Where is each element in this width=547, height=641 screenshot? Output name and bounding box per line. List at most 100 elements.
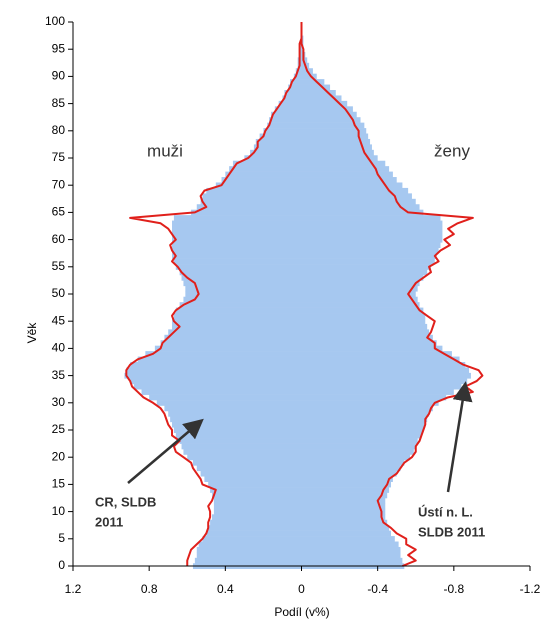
bar [301, 356, 460, 363]
bar [301, 182, 403, 189]
bar [301, 541, 399, 548]
annotation: CR, SLDB [95, 494, 156, 509]
bar [213, 503, 302, 510]
bar [301, 100, 348, 107]
y-tick-label: 55 [52, 259, 66, 273]
bar [204, 476, 302, 482]
bar [301, 465, 401, 472]
bar [208, 525, 302, 531]
y-tick-label: 10 [52, 504, 66, 518]
bar [179, 302, 302, 308]
bar [293, 73, 302, 80]
bar [301, 492, 388, 499]
bar [301, 269, 428, 276]
bar [301, 514, 386, 521]
bar [301, 226, 443, 232]
bar [271, 111, 302, 118]
y-tick-label: 85 [52, 96, 66, 110]
bar [301, 334, 433, 341]
bar [191, 209, 302, 216]
bar [175, 307, 302, 314]
bar [210, 487, 302, 493]
bar [175, 264, 302, 270]
bar [130, 378, 302, 385]
bar [301, 133, 369, 140]
bar [244, 155, 302, 162]
y-tick-label: 90 [52, 69, 66, 83]
bar [196, 465, 302, 472]
y-tick-label: 50 [52, 286, 66, 300]
bar [301, 536, 395, 542]
bar [301, 302, 420, 308]
bar [301, 122, 365, 129]
bar [179, 269, 302, 276]
bar [301, 318, 426, 325]
bar [170, 416, 302, 423]
bar [124, 372, 302, 379]
bar [192, 459, 302, 466]
bar [198, 541, 302, 548]
bar [232, 160, 302, 167]
bar [301, 220, 443, 227]
arrow [446, 381, 473, 493]
y-tick-label: 25 [52, 422, 66, 436]
bar [301, 557, 403, 564]
bar [208, 481, 302, 488]
y-tick-label: 5 [58, 531, 65, 545]
bar [202, 193, 302, 200]
y-tick-label: 70 [52, 177, 66, 191]
bar [221, 177, 302, 183]
bar [172, 220, 302, 227]
bar [301, 525, 390, 531]
bar [301, 280, 420, 287]
bar [210, 519, 302, 526]
bar [301, 508, 386, 515]
x-tick-label: 0.4 [217, 582, 234, 596]
bar [301, 274, 424, 281]
bar [301, 367, 470, 374]
bar [301, 400, 439, 406]
y-tick-label: 20 [52, 449, 66, 463]
bar [154, 345, 302, 352]
bar [137, 356, 302, 363]
arrow [127, 418, 204, 484]
bar [301, 236, 443, 243]
y-tick-label: 80 [52, 123, 66, 137]
x-tick-label: 0 [298, 582, 305, 596]
bar [301, 231, 443, 238]
bar [301, 378, 468, 385]
bar [301, 410, 430, 417]
bar [301, 421, 426, 428]
y-tick-label: 15 [52, 477, 66, 491]
bar [267, 122, 302, 129]
x-tick-label: 1.2 [65, 582, 82, 596]
bar [250, 149, 302, 156]
annotation: 2011 [95, 514, 123, 529]
bar [156, 400, 302, 406]
y-tick-label: 45 [52, 313, 66, 327]
bar [301, 313, 426, 319]
bar [301, 73, 317, 80]
bar [301, 128, 367, 134]
bar [301, 117, 361, 123]
bar [183, 296, 302, 303]
bar [206, 187, 302, 194]
bar [164, 405, 302, 412]
bar [301, 291, 416, 298]
bar [172, 323, 302, 330]
bar [301, 285, 418, 292]
bar [301, 209, 424, 216]
y-tick-label: 30 [52, 395, 66, 409]
bar [301, 394, 447, 401]
bar [255, 138, 302, 145]
bar [200, 198, 302, 205]
bar [301, 177, 397, 183]
bar [181, 443, 302, 450]
bar [301, 187, 409, 194]
y-tick-label: 35 [52, 368, 66, 382]
bar [183, 280, 302, 287]
bar [168, 410, 302, 417]
bar [187, 454, 302, 461]
y-tick-label: 65 [52, 205, 66, 219]
